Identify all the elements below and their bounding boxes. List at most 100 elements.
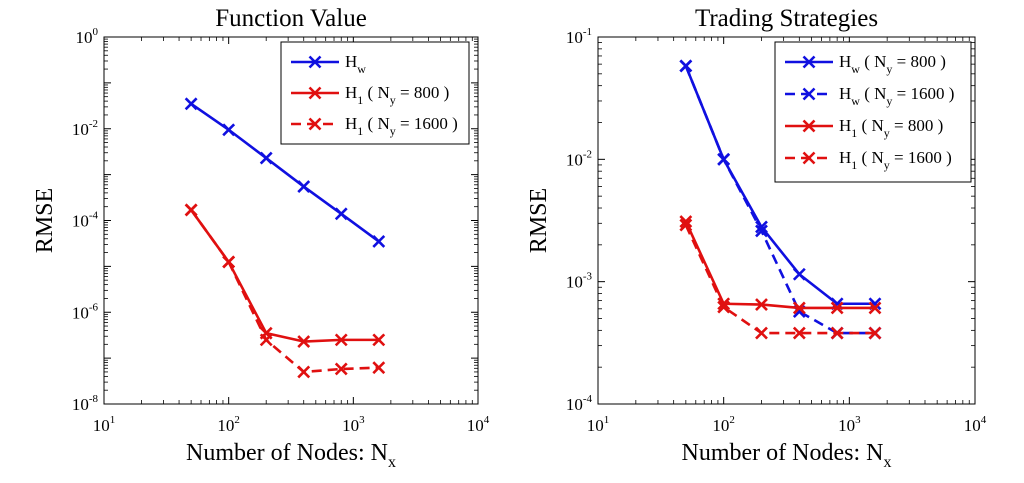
marker-stroke: [372, 234, 386, 248]
marker-stroke: [308, 86, 322, 100]
data-point-marker: [679, 59, 693, 73]
legend-entry: H1 ( Ny = 800 ): [785, 116, 943, 140]
marker-stroke: [802, 87, 816, 101]
tick-label: 10-2: [566, 148, 592, 169]
legend-label: H1 ( Ny = 800 ): [345, 83, 449, 107]
legend-entry: H1 ( Ny = 1600 ): [785, 148, 952, 172]
series-line: [684, 221, 875, 310]
legend-entry: Hw: [291, 52, 366, 76]
data-point-marker: [802, 87, 816, 101]
marker-stroke: [334, 207, 348, 221]
tick-label: 10-4: [566, 393, 593, 414]
chart-title: Trading Strategies: [695, 5, 878, 32]
tick-label: 103: [342, 414, 365, 435]
data-point-marker: [308, 117, 322, 131]
marker-stroke: [755, 220, 768, 234]
chart-panel-1: 101 102 103 104 100 10-2 10-4 10-6 10-8 Function …: [32, 5, 490, 471]
tick-label: 10-2: [72, 118, 98, 139]
marker-stroke: [792, 326, 806, 340]
marker-stroke: [222, 255, 236, 269]
marker-stroke: [297, 365, 311, 379]
marker-stroke: [868, 326, 882, 340]
legend-entry: H1 ( Ny = 1600 ): [291, 114, 458, 138]
data-point-marker: [802, 151, 816, 165]
series-line: [190, 209, 379, 374]
data-point-marker: [184, 97, 198, 111]
series-4: [679, 218, 882, 340]
marker-stroke: [717, 152, 731, 166]
marker-stroke: [802, 119, 816, 133]
marker-stroke: [868, 301, 882, 315]
series-3: [679, 215, 882, 315]
data-point-marker: [334, 333, 348, 347]
marker-stroke: [679, 215, 693, 228]
marker-stroke: [802, 151, 816, 165]
marker-stroke: [717, 300, 731, 314]
legend-entry: Hw ( Ny = 800 ): [785, 52, 946, 76]
legend-label: Hw ( Ny = 800 ): [839, 52, 946, 76]
data-point-marker: [308, 55, 322, 69]
tick-label: 10-8: [72, 393, 99, 414]
tick-label: 103: [838, 414, 861, 435]
marker-stroke: [755, 224, 768, 238]
data-point-marker: [802, 55, 816, 69]
data-point-marker: [372, 234, 386, 248]
marker-stroke: [334, 333, 348, 347]
y-axis-label: RMSE: [526, 188, 552, 253]
legend-entry: Hw ( Ny = 1600 ): [785, 84, 954, 108]
data-point-marker: [717, 300, 731, 314]
marker-stroke: [755, 298, 768, 311]
marker-stroke: [717, 297, 731, 311]
data-point-marker: [259, 333, 273, 347]
data-point-marker: [755, 326, 768, 340]
marker-stroke: [372, 361, 386, 375]
marker-stroke: [802, 55, 816, 69]
tick-label: 102: [217, 414, 240, 435]
marker-stroke: [792, 267, 806, 281]
data-point-marker: [679, 218, 693, 232]
data-point-marker: [792, 326, 806, 340]
data-point-marker: [259, 151, 273, 165]
tick-label: 10-1: [566, 26, 592, 47]
data-point-marker: [297, 335, 311, 348]
marker-stroke: [755, 326, 768, 340]
data-point-marker: [222, 123, 236, 137]
legend-label: H1 ( Ny = 800 ): [839, 116, 943, 140]
data-point-marker: [830, 326, 844, 340]
legend-label: H1 ( Ny = 1600 ): [839, 148, 952, 172]
marker-stroke: [184, 203, 198, 217]
tick-label: 102: [712, 414, 735, 435]
data-point-marker: [372, 361, 386, 375]
y-axis-label: RMSE: [32, 188, 58, 253]
tick-label: 101: [587, 414, 610, 435]
data-point-marker: [334, 207, 348, 221]
data-point-marker: [755, 220, 768, 234]
marker-stroke: [222, 123, 236, 137]
x-axis-label: Number of Nodes: Nx: [682, 440, 892, 471]
marker-stroke: [830, 326, 844, 340]
data-point-marker: [717, 152, 731, 166]
marker-stroke: [308, 117, 322, 131]
marker-stroke: [184, 97, 198, 111]
data-point-marker: [184, 203, 198, 217]
data-point-marker: [830, 301, 844, 315]
tick-label: 104: [964, 414, 987, 435]
data-point-marker: [755, 298, 768, 311]
marker-stroke: [297, 335, 311, 348]
legend-label: Hw ( Ny = 1600 ): [839, 84, 954, 108]
data-point-marker: [792, 301, 806, 315]
legend-label: Hw: [345, 52, 366, 76]
chart-panel-2: 101 102 103 104 10-1 10-2 10-3 10-4 Trading Stra…: [526, 5, 987, 471]
marker-stroke: [308, 55, 322, 69]
tick-label: 100: [76, 26, 99, 47]
tick-label: 10-4: [72, 210, 99, 231]
marker-stroke: [259, 151, 273, 165]
marker-stroke: [792, 301, 806, 315]
marker-stroke: [679, 218, 693, 232]
data-point-marker: [755, 224, 768, 238]
chart-title: Function Value: [215, 5, 367, 32]
data-point-marker: [802, 119, 816, 133]
data-point-marker: [222, 255, 236, 269]
legend: Hw H1 ( Ny = 800 ) H1 ( Ny = 1600 ): [280, 41, 470, 145]
